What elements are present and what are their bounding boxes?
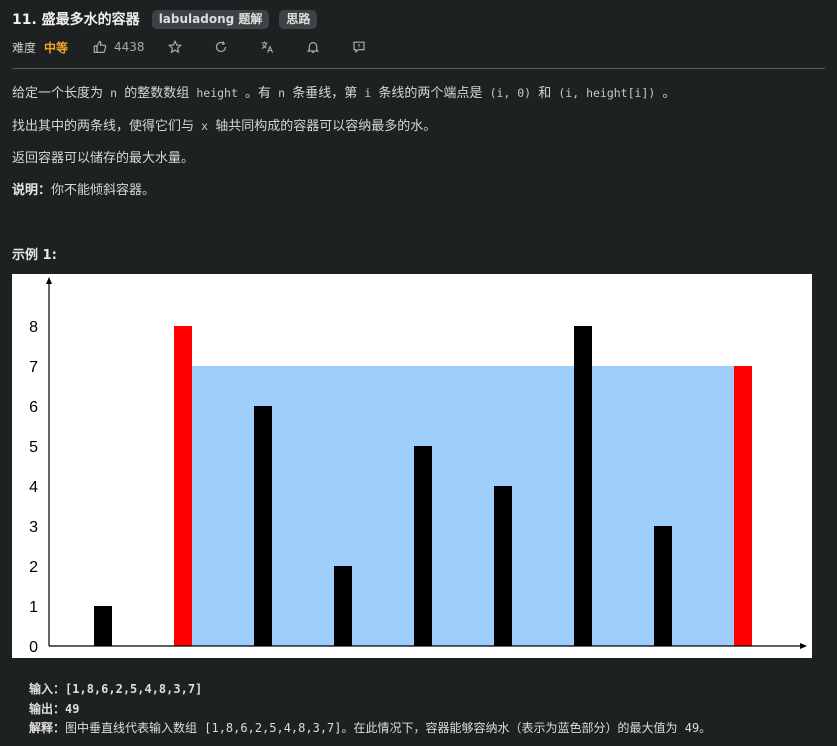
difficulty-label: 难度: [12, 40, 37, 55]
note-text: 你不能倾斜容器。: [51, 183, 156, 198]
text: 条垂线，第: [288, 86, 362, 101]
chart-svg: 0 1 2 3 4 5 6 7 8: [29, 277, 807, 656]
translate-icon[interactable]: [259, 39, 275, 55]
example-io: 输入：[1,8,6,2,5,4,8,3,7] 输出：49 解释：图中垂直线代表输…: [29, 680, 711, 739]
star-icon[interactable]: [167, 39, 183, 55]
description-note: 说明：你不能倾斜容器。: [12, 182, 825, 200]
comment-icon[interactable]: [351, 39, 367, 55]
bell-icon[interactable]: [305, 39, 321, 55]
tag-thinking[interactable]: 思路: [279, 9, 318, 29]
container-chart: 0 1 2 3 4 5 6 7 8: [12, 274, 812, 658]
text: 给定一个长度为: [12, 86, 108, 101]
code-n: n: [110, 86, 118, 100]
bar-6: [574, 326, 592, 646]
example-title: 示例 1:: [12, 248, 57, 263]
y-tick-label-2: 2: [29, 559, 38, 576]
y-tick-label-6: 6: [29, 399, 38, 416]
code-x: x: [201, 119, 209, 133]
y-axis-arrow: [46, 277, 52, 284]
share-icon[interactable]: [213, 39, 229, 55]
bar-8: [734, 366, 752, 646]
example-input-line: 输入：[1,8,6,2,5,4,8,3,7]: [29, 680, 711, 700]
output-label: 输出：: [29, 701, 66, 716]
problem-header: 11. 盛最多水的容器 labuladong 题解 思路: [12, 8, 825, 30]
output-value: 49: [65, 701, 80, 716]
description-paragraph-3: 返回容器可以储存的最大水量。: [12, 151, 195, 166]
code-i: i: [364, 86, 372, 100]
y-tick-label-5: 5: [29, 439, 38, 456]
y-tick-label-1: 1: [29, 599, 38, 616]
y-tick-label-7: 7: [29, 359, 38, 376]
x-axis-arrow: [800, 643, 807, 649]
text: 和: [534, 86, 556, 101]
water-area: [192, 366, 734, 646]
bar-7: [654, 526, 672, 646]
text: 。有: [240, 86, 276, 101]
description-paragraph-1: 给定一个长度为 n 的整数数组 height 。有 n 条垂线，第 i 条线的两…: [12, 84, 825, 103]
bar-5: [494, 486, 512, 646]
code-n: n: [278, 86, 286, 100]
y-tick-label-4: 4: [29, 479, 38, 496]
problem-description: 给定一个长度为 n 的整数数组 height 。有 n 条垂线，第 i 条线的两…: [12, 84, 825, 214]
tag-labuladong[interactable]: labuladong 题解: [151, 9, 270, 29]
difficulty-badge: 中等: [44, 40, 69, 55]
header-divider: [12, 68, 825, 69]
problem-meta-bar: 难度 中等 4438: [12, 37, 367, 57]
example-explain-line: 解释：图中垂直线代表输入数组 [1,8,6,2,5,4,8,3,7]。在此情况下…: [29, 719, 711, 739]
bar-3: [334, 566, 352, 646]
y-tick-label-0: 0: [29, 639, 38, 656]
y-tick-label-3: 3: [29, 519, 38, 536]
likes-count: 4438: [114, 40, 145, 54]
text: 条线的两个端点是: [374, 86, 487, 101]
thumbs-up-icon[interactable]: [92, 39, 108, 55]
code-point-base: (i, 0): [489, 86, 532, 100]
text: 找出其中的两条线，使得它们与: [12, 119, 199, 134]
bar-4: [414, 446, 432, 646]
text: 的整数数组: [120, 86, 194, 101]
explain-text: 图中垂直线代表输入数组 [1,8,6,2,5,4,8,3,7]。在此情况下，容器…: [65, 721, 712, 735]
input-value: [1,8,6,2,5,4,8,3,7]: [65, 682, 203, 696]
bar-2: [254, 406, 272, 646]
code-point-top: (i, height[i]): [558, 86, 656, 100]
code-height: height: [196, 86, 238, 100]
example-output-line: 输出：49: [29, 700, 711, 720]
text: 轴共同构成的容器可以容纳最多的水。: [211, 119, 437, 134]
text: 。: [658, 86, 676, 101]
bar-0: [94, 606, 112, 646]
bar-1: [174, 326, 192, 646]
y-tick-label-8: 8: [29, 319, 38, 336]
problem-title: 11. 盛最多水的容器: [12, 12, 140, 28]
explain-label: 解释：: [29, 721, 66, 735]
input-label: 输入：: [29, 682, 66, 696]
description-paragraph-2: 找出其中的两条线，使得它们与 x 轴共同构成的容器可以容纳最多的水。: [12, 117, 825, 136]
note-label: 说明：: [12, 183, 52, 198]
